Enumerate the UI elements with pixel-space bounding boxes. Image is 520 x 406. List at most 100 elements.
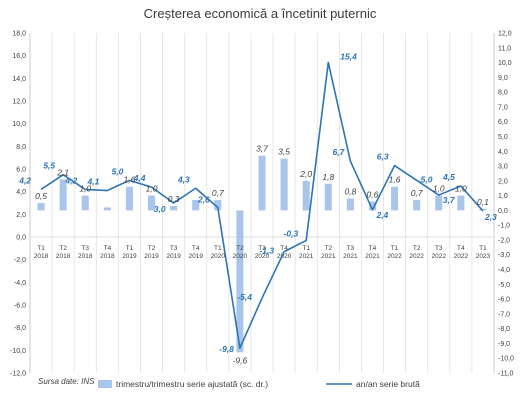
right-tick-label: -9,0 bbox=[498, 341, 510, 348]
right-tick-label: 6,0 bbox=[498, 119, 508, 126]
right-tick-label: 8,0 bbox=[498, 90, 508, 97]
right-tick-label: -10,0 bbox=[498, 356, 514, 363]
line-data-label: 4,2 bbox=[64, 175, 77, 185]
bar-data-label: 1,8 bbox=[322, 172, 334, 182]
category-label: T4 2019 bbox=[188, 245, 203, 260]
right-axis: 12,0 11,0 10,0 9,0 8,0 7,0 6,0 5,0 4,0 3,0 2,0 1,0 0… bbox=[498, 31, 514, 378]
right-tick-label: -1,0 bbox=[498, 223, 510, 230]
right-tick-label: 12,0 bbox=[498, 31, 512, 38]
right-tick-label: -5,0 bbox=[498, 282, 510, 289]
right-tick-label: -11,0 bbox=[498, 371, 514, 378]
bar bbox=[413, 200, 421, 211]
bar bbox=[435, 195, 443, 211]
bar bbox=[479, 208, 487, 211]
category-label: T1 2023 bbox=[476, 245, 491, 260]
line-data-label: 3,7 bbox=[443, 195, 456, 205]
category-label: T3 2020 bbox=[255, 245, 270, 260]
category-label: T3 2019 bbox=[166, 245, 181, 260]
category-label: T4 2022 bbox=[454, 245, 469, 260]
category-label: T4 2020 bbox=[277, 245, 292, 260]
bar bbox=[147, 195, 156, 211]
left-tick-label: -4,0 bbox=[14, 280, 26, 287]
chart-title: Creșterea economică a încetinit puternic bbox=[144, 6, 377, 21]
line-data-label: 2,6 bbox=[197, 195, 210, 205]
left-tick-label: 10,0 bbox=[12, 121, 26, 128]
bar bbox=[103, 207, 111, 211]
category-label: T4 2018 bbox=[100, 245, 115, 260]
legend-bar-label: trimestru/trimestru serie ajustată (sc. … bbox=[116, 379, 268, 389]
left-axis: 18,0 16,0 14,0 12,0 10,0 8,0 6,0 4,0 2,0 0,0 -2,0 -… bbox=[10, 31, 26, 378]
category-label: T1 2018 bbox=[34, 245, 49, 260]
line-data-label: 4,1 bbox=[87, 177, 100, 187]
line-data-label: -9,8 bbox=[219, 344, 234, 354]
left-tick-label: -8,0 bbox=[14, 325, 26, 332]
right-tick-label: -2,0 bbox=[498, 237, 510, 244]
category-label: T2 2018 bbox=[56, 245, 71, 260]
bar bbox=[346, 198, 354, 211]
line-data-label: 2,3 bbox=[484, 212, 497, 222]
line-series bbox=[40, 61, 484, 349]
bar bbox=[192, 200, 200, 211]
left-tick-label: 14,0 bbox=[12, 76, 26, 83]
category-label: T1 2021 bbox=[299, 245, 314, 260]
bar bbox=[324, 183, 332, 211]
bar-data-label: 0,7 bbox=[411, 188, 423, 198]
left-tick-label: 16,0 bbox=[12, 53, 26, 60]
right-tick-label: 10,0 bbox=[498, 60, 512, 67]
right-tick-label: 7,0 bbox=[498, 104, 508, 111]
bar-data-label: 0,1 bbox=[477, 197, 489, 207]
bar bbox=[258, 155, 266, 211]
bar-data-label: 0,3 bbox=[168, 194, 180, 204]
bar-data-label: 1,0 bbox=[433, 184, 445, 194]
category-label: T1 2019 bbox=[122, 245, 137, 260]
bar-series bbox=[37, 155, 487, 353]
legend-line-label: an/an serie brută bbox=[356, 379, 420, 389]
left-tick-label: -2,0 bbox=[14, 257, 26, 264]
bar-data-label: 0,8 bbox=[344, 187, 356, 197]
bar-data-label: 1,0 bbox=[146, 184, 158, 194]
left-tick-label: -10,0 bbox=[10, 348, 26, 355]
category-label: T2 2020 bbox=[233, 245, 248, 260]
source-note: Sursa date: INS bbox=[38, 377, 95, 386]
left-tick-label: 8,0 bbox=[16, 144, 26, 151]
line-data-label: 6,3 bbox=[377, 152, 389, 162]
right-tick-label: 2,0 bbox=[498, 178, 508, 185]
line-data-labels: 4,2 5,5 4,2 4,1 5,0 4,4 3,0 4,3 2,6 -9,8 -5,4 -1,3-… bbox=[18, 51, 497, 354]
right-tick-label: 0,0 bbox=[498, 208, 508, 215]
left-tick-label: 18,0 bbox=[12, 31, 26, 38]
line-data-label: 3,0 bbox=[154, 204, 166, 214]
right-tick-label: -8,0 bbox=[498, 326, 510, 333]
right-tick-label: 9,0 bbox=[498, 75, 508, 82]
bar-data-label: 1,0 bbox=[455, 184, 467, 194]
left-tick-label: 4,0 bbox=[16, 189, 26, 196]
line-data-label: -5,4 bbox=[237, 292, 252, 302]
bar-data-label: 2,1 bbox=[56, 167, 69, 177]
left-tick-label: 6,0 bbox=[16, 167, 26, 174]
line-data-label: 15,4 bbox=[340, 51, 357, 61]
bar bbox=[457, 195, 465, 211]
left-tick-label: 2,0 bbox=[16, 212, 26, 219]
line-data-label: 6,7 bbox=[333, 147, 346, 157]
bar bbox=[214, 200, 222, 211]
right-tick-label: -7,0 bbox=[498, 311, 510, 318]
bar-data-labels: 0,5 2,1 1,0 1,6 1,0 0,3 0,7 -9,6 3,7 3,5 2,0 1,8 0,8… bbox=[35, 144, 489, 366]
category-label: T2 2021 bbox=[321, 245, 336, 260]
right-tick-label: 3,0 bbox=[498, 164, 508, 171]
grid bbox=[29, 33, 495, 373]
line-data-label: 4,2 bbox=[18, 175, 31, 185]
line-data-label: 4,3 bbox=[177, 174, 190, 184]
right-tick-label: 4,0 bbox=[498, 149, 508, 156]
legend-bar-swatch bbox=[98, 380, 112, 388]
bar-data-label: 3,7 bbox=[256, 144, 268, 154]
bar bbox=[236, 210, 244, 353]
bar-data-label: 0,7 bbox=[212, 188, 224, 198]
bar bbox=[302, 180, 310, 211]
bar bbox=[59, 179, 67, 211]
category-label: T1 2022 bbox=[387, 245, 402, 260]
category-label: T3 2018 bbox=[78, 245, 93, 260]
category-label: T3 2021 bbox=[343, 245, 358, 260]
bar bbox=[81, 195, 89, 211]
bar-data-label: 1,0 bbox=[79, 184, 91, 194]
right-tick-label: 11,0 bbox=[498, 45, 511, 52]
